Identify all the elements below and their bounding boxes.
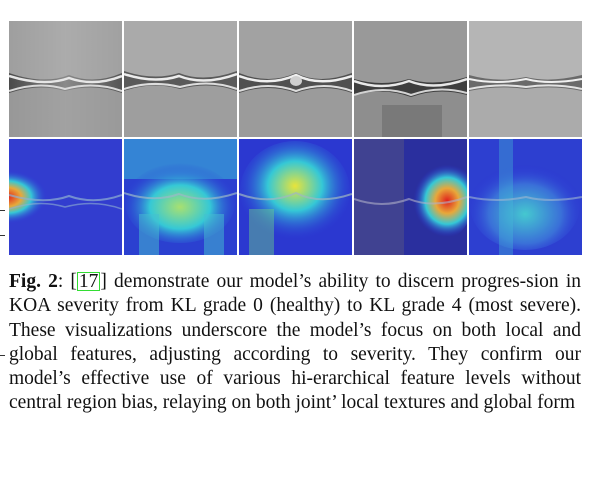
margin-tick: [0, 235, 5, 236]
heatmap-panel: [124, 139, 237, 255]
gradcam-heatmap-image: [469, 139, 582, 255]
citation-open: [: [70, 271, 77, 292]
xray-panel: [124, 21, 237, 137]
caption-colon: :: [57, 271, 71, 292]
xray-panel: [239, 21, 352, 137]
margin-tick: [0, 355, 5, 356]
figure-caption: Fig. 2: [17] demonstrate our model’s abi…: [9, 270, 581, 416]
margin-tick: [0, 210, 5, 211]
gradcam-heatmap-image: [124, 139, 237, 255]
heatmap-panel: [354, 139, 467, 255]
figure-label: Fig. 2: [9, 271, 58, 292]
knee-xray-image: [9, 21, 122, 137]
citation-close: ]: [100, 271, 107, 292]
heatmap-row: [9, 139, 582, 255]
citation-link[interactable]: 17: [76, 271, 101, 292]
knee-xray-image: [124, 21, 237, 137]
xray-panel: [469, 21, 582, 137]
knee-xray-image: [239, 21, 352, 137]
heatmap-panel: [239, 139, 352, 255]
gradcam-heatmap-image: [239, 139, 352, 255]
caption-body: demonstrate our model’s ability to disce…: [9, 271, 581, 414]
heatmap-panel: [469, 139, 582, 255]
heatmap-panel: [9, 139, 122, 255]
knee-xray-image: [354, 21, 467, 137]
gradcam-heatmap-image: [9, 139, 122, 255]
xray-panel: [9, 21, 122, 137]
gradcam-heatmap-image: [354, 139, 467, 255]
figure: [9, 21, 582, 257]
xray-panel: [354, 21, 467, 137]
knee-xray-image: [469, 21, 582, 137]
xray-row: [9, 21, 582, 137]
